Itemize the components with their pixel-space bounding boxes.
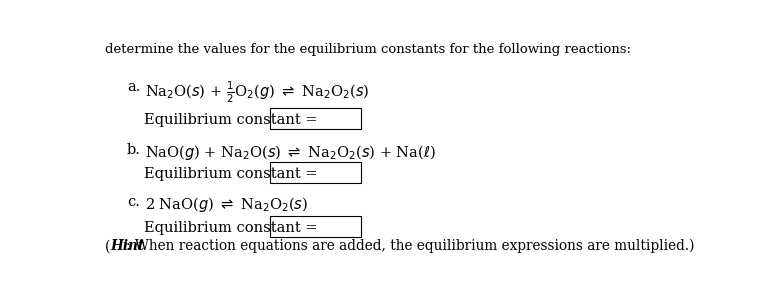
Text: : When reaction equations are added, the equilibrium expressions are multiplied.: : When reaction equations are added, the… <box>126 239 694 254</box>
Text: Equilibrium constant =: Equilibrium constant = <box>143 113 317 127</box>
Text: determine the values for the equilibrium constants for the following reactions:: determine the values for the equilibrium… <box>105 43 631 56</box>
FancyBboxPatch shape <box>270 162 361 183</box>
Text: NaO($g$) + Na$_2$O($s$) $\rightleftharpoons$ Na$_2$O$_2$($s$) + Na($\ell$): NaO($g$) + Na$_2$O($s$) $\rightleftharpo… <box>145 143 436 162</box>
Text: Equilibrium constant =: Equilibrium constant = <box>143 167 317 181</box>
FancyBboxPatch shape <box>270 108 361 129</box>
Text: 2 NaO($g$) $\rightleftharpoons$ Na$_2$O$_2$($s$): 2 NaO($g$) $\rightleftharpoons$ Na$_2$O$… <box>145 195 308 214</box>
Text: Na$_2$O($s$) + $\frac{1}{2}$O$_2$($g$) $\rightleftharpoons$ Na$_2$O$_2$($s$): Na$_2$O($s$) + $\frac{1}{2}$O$_2$($g$) $… <box>145 80 369 105</box>
Text: Hint: Hint <box>110 239 144 254</box>
FancyBboxPatch shape <box>270 216 361 237</box>
Text: b.: b. <box>127 143 141 157</box>
Text: Equilibrium constant =: Equilibrium constant = <box>143 221 317 235</box>
Text: c.: c. <box>127 195 140 209</box>
Text: (: ( <box>105 239 111 254</box>
Text: a.: a. <box>127 80 140 94</box>
